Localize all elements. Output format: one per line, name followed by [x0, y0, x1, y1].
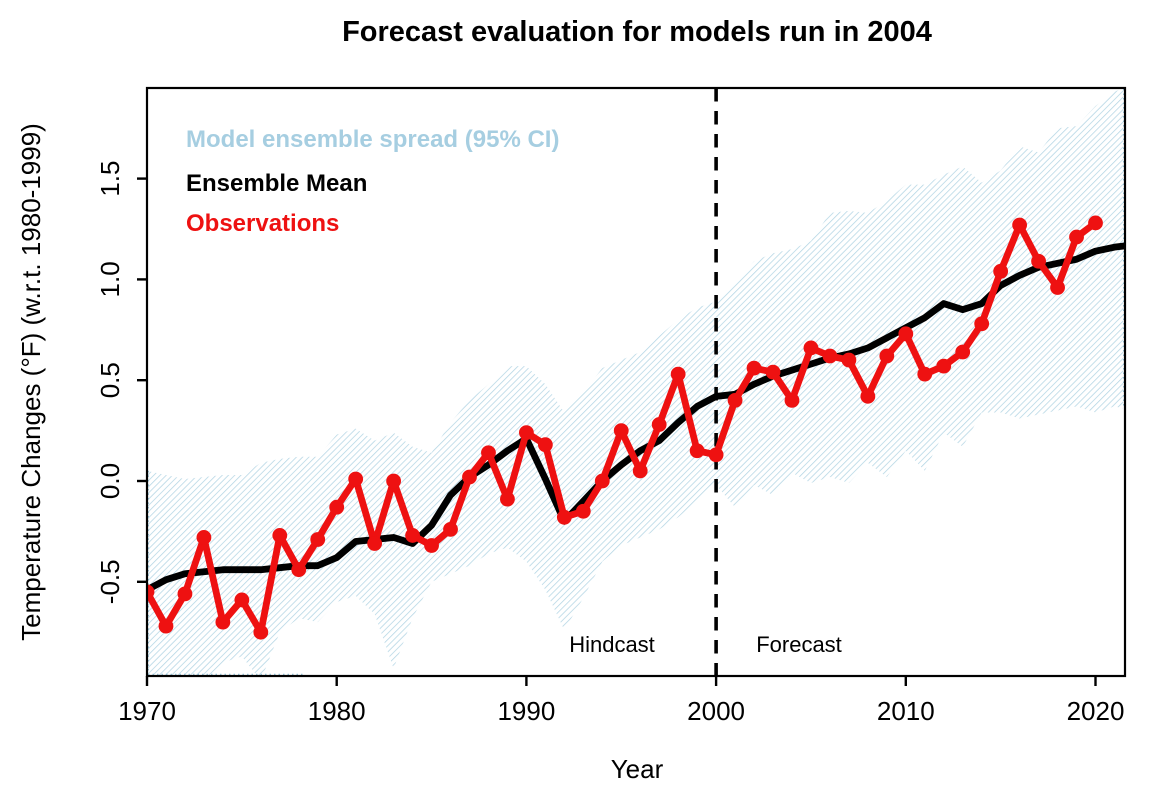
- observation-point: [1050, 280, 1065, 295]
- observation-point: [196, 530, 212, 545]
- observation-point: [424, 538, 439, 553]
- observation-point: [291, 562, 307, 578]
- ensemble-mean-path: [147, 242, 1125, 594]
- observation-point: [746, 360, 762, 376]
- observation-point: [898, 326, 914, 342]
- confidence-band-dotted-edges: [147, 89, 1125, 676]
- observation-point: [367, 536, 383, 551]
- x-tick-label: 2000: [687, 696, 745, 726]
- chart-title: Forecast evaluation for models run in 20…: [342, 16, 932, 48]
- y-axis-title: Temperature Changes (°F) (w.r.t. 1980-19…: [16, 123, 46, 641]
- observation-point: [594, 473, 610, 489]
- x-axis-title: Year: [611, 754, 664, 784]
- observation-point: [1088, 215, 1103, 231]
- x-tick-label: 1970: [118, 696, 176, 726]
- plot-border: [145, 86, 1127, 678]
- observation-point: [765, 364, 781, 380]
- observation-point: [955, 344, 971, 360]
- observation-point: [708, 447, 724, 463]
- observation-point: [632, 463, 648, 479]
- observation-point: [860, 388, 876, 404]
- observation-point: [993, 263, 1009, 279]
- observation-point: [879, 348, 895, 364]
- y-tick-label: 0.0: [95, 463, 125, 499]
- observation-point: [556, 509, 572, 525]
- observation-point: [613, 423, 629, 438]
- observation-point: [537, 437, 553, 453]
- observation-point: [253, 624, 269, 640]
- observation-point: [803, 340, 819, 356]
- legend: Model ensemble spread (95% CI) Ensemble …: [186, 126, 559, 237]
- confidence-band: [147, 88, 1124, 676]
- observation-point: [272, 528, 288, 543]
- observation-point: [1069, 229, 1084, 245]
- legend-item-ensemble-mean: Ensemble Mean: [186, 170, 367, 197]
- observation-point: [147, 584, 155, 600]
- observation-point: [689, 443, 705, 459]
- observation-point: [519, 425, 534, 441]
- y-tick-label: -0.5: [95, 559, 125, 604]
- hindcast-label: Hindcast: [569, 632, 655, 657]
- observation-point: [234, 592, 250, 608]
- observation-point: [1012, 217, 1028, 233]
- observation-point: [481, 445, 496, 461]
- observation-point: [348, 471, 364, 487]
- observation-point: [575, 503, 591, 519]
- observation-point: [936, 358, 952, 374]
- x-tick-label: 1990: [497, 696, 555, 726]
- observation-point: [841, 352, 857, 368]
- observations-line: [147, 215, 1103, 640]
- observation-point: [215, 614, 231, 630]
- x-tick-label: 2020: [1067, 696, 1125, 726]
- y-tick-label: 1.5: [95, 161, 125, 197]
- observation-point: [917, 366, 933, 382]
- y-tick-label: 0.5: [95, 362, 125, 398]
- legend-item-ensemble-spread: Model ensemble spread (95% CI): [186, 126, 559, 153]
- x-tick-label: 2010: [877, 696, 935, 726]
- legend-item-observations: Observations: [186, 210, 339, 237]
- observation-point: [405, 528, 420, 543]
- observation-point: [822, 348, 838, 364]
- observation-point: [462, 469, 477, 485]
- observation-point: [974, 316, 990, 332]
- observation-point: [310, 532, 326, 547]
- ensemble-mean-line: [147, 242, 1125, 594]
- observation-point: [329, 499, 345, 515]
- observation-point: [177, 586, 193, 602]
- observation-point: [500, 491, 515, 507]
- observation-point: [1031, 253, 1046, 269]
- observation-point: [158, 618, 174, 634]
- band-polygon: [147, 88, 1124, 676]
- observation-point: [784, 392, 800, 408]
- observation-point: [386, 473, 402, 489]
- y-tick-label: 1.0: [95, 261, 125, 297]
- forecast-label: Forecast: [756, 632, 842, 657]
- observation-point: [670, 366, 686, 382]
- x-tick-label: 1980: [308, 696, 366, 726]
- axis-ticks: 1970 1980 1990 2000 2010 2020 -0.5 0.0 0.5 1.0 1.5: [95, 161, 1124, 726]
- observation-point: [443, 521, 458, 537]
- observation-point: [651, 417, 667, 432]
- observation-point: [727, 392, 743, 408]
